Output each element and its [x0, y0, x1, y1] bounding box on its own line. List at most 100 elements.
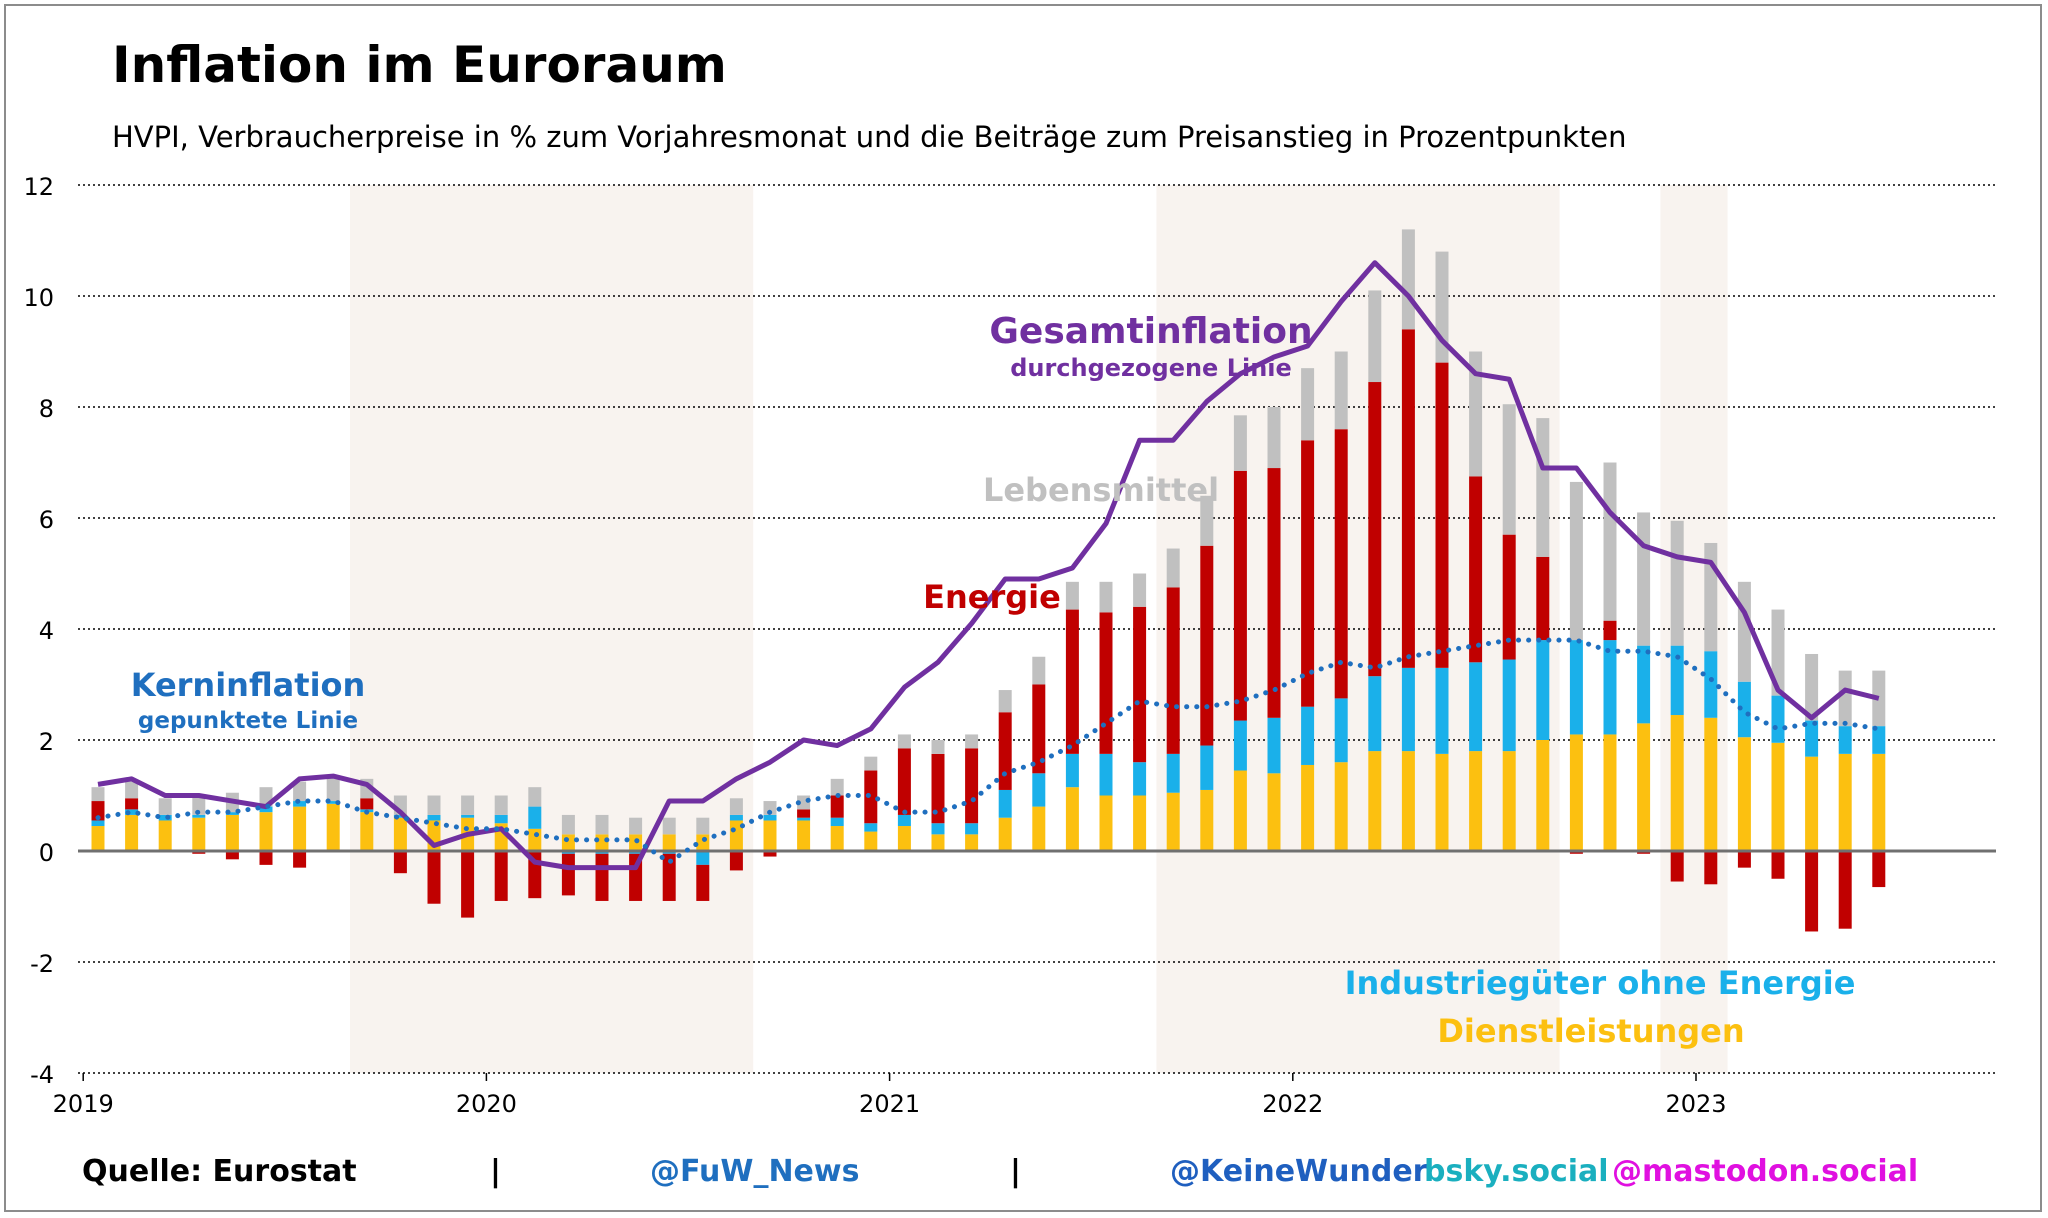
bar-dienstleistungen-6 — [293, 806, 307, 851]
footer-source: Quelle: Eurostat — [82, 1154, 357, 1189]
bar-energie-14 — [561, 853, 575, 896]
bar-energie-4 — [225, 851, 239, 860]
bar-energie-37 — [1334, 429, 1348, 699]
bar-energie-31 — [1133, 606, 1147, 763]
bar-dienstleistungen-49 — [1737, 737, 1751, 851]
bar-dienstleistungen-0 — [91, 826, 105, 851]
bar-energie-33 — [1200, 545, 1214, 746]
bar-lebensmittel-14 — [561, 814, 575, 835]
bar-industriegüter-ohne-energie-18 — [696, 851, 710, 865]
bar-industriegüter-ohne-energie-9 — [393, 814, 407, 818]
bar-industriegüter-ohne-energie-40 — [1435, 667, 1449, 754]
bar-industriegüter-ohne-energie-39 — [1401, 667, 1415, 752]
bar-lebensmittel-16 — [629, 817, 643, 835]
bar-dienstleistungen-29 — [1065, 787, 1079, 851]
footer-separator-1: | — [490, 1154, 501, 1189]
bar-lebensmittel-0 — [91, 787, 105, 802]
bar-dienstleistungen-7 — [326, 803, 340, 851]
bar-energie-35 — [1267, 468, 1281, 718]
x-year-label: 2021 — [859, 1090, 920, 1118]
bar-lebensmittel-42 — [1502, 404, 1516, 535]
bar-industriegüter-ohne-energie-45 — [1603, 640, 1617, 735]
y-axis-ticks: -4 -2 0 2 4 6 8 10 12 — [23, 173, 54, 1089]
bar-dienstleistungen-2 — [158, 820, 172, 851]
bar-lebensmittel-29 — [1065, 581, 1079, 610]
bar-dienstleistungen-38 — [1368, 751, 1382, 851]
y-tick-label: 2 — [39, 728, 54, 756]
bar-dienstleistungen-35 — [1267, 773, 1281, 851]
bar-lebensmittel-43 — [1536, 418, 1550, 557]
bar-industriegüter-ohne-energie-0 — [91, 820, 105, 827]
footer-keinewunder-handle[interactable]: @KeineWunder — [1170, 1154, 1428, 1189]
bar-lebensmittel-30 — [1099, 581, 1113, 613]
bar-dienstleistungen-34 — [1233, 770, 1247, 851]
footer-separator-2: | — [1010, 1154, 1021, 1189]
x-year-label: 2023 — [1665, 1090, 1726, 1118]
chart-title: Inflation im Euroraum — [112, 36, 727, 94]
food-label: Lebensmittel — [983, 471, 1219, 509]
bar-dienstleistungen-51 — [1805, 756, 1819, 851]
bar-energie-20 — [763, 851, 777, 857]
bar-lebensmittel-24 — [897, 734, 911, 749]
x-axis-ticks: 2019 2020 2021 2022 2023 — [53, 1073, 1727, 1118]
bar-lebensmittel-25 — [931, 740, 945, 754]
bar-lebensmittel-27 — [998, 690, 1012, 713]
bar-dienstleistungen-3 — [192, 817, 206, 851]
bar-industriegüter-ohne-energie-30 — [1099, 753, 1113, 796]
bar-energie-49 — [1737, 851, 1751, 868]
bar-energie-53 — [1872, 851, 1886, 888]
bar-dienstleistungen-20 — [763, 820, 777, 851]
bar-industriegüter-ohne-energie-46 — [1637, 645, 1651, 724]
bar-energie-15 — [595, 853, 609, 901]
bar-energie-25 — [931, 753, 945, 824]
bar-energie-6 — [293, 851, 307, 868]
bar-industriegüter-ohne-energie-2 — [158, 814, 172, 821]
footer-mastodon[interactable]: @mastodon.social — [1612, 1154, 1919, 1189]
bar-industriegüter-ohne-energie-1 — [125, 809, 139, 815]
bar-energie-48 — [1704, 851, 1718, 885]
bar-dienstleistungen-46 — [1637, 723, 1651, 851]
footer-bsky[interactable]: bsky.social — [1424, 1154, 1609, 1189]
bar-dienstleistungen-17 — [662, 834, 676, 851]
bar-industriegüter-ohne-energie-5 — [259, 806, 273, 813]
y-tick-label: 8 — [39, 395, 54, 423]
bar-dienstleistungen-5 — [259, 812, 273, 851]
bar-industriegüter-ohne-energie-22 — [830, 817, 844, 827]
bar-industriegüter-ohne-energie-43 — [1536, 640, 1550, 740]
bar-dienstleistungen-15 — [595, 834, 609, 851]
bar-energie-38 — [1368, 382, 1382, 677]
bar-lebensmittel-17 — [662, 817, 676, 835]
bar-industriegüter-ohne-energie-19 — [729, 814, 743, 821]
bar-dienstleistungen-45 — [1603, 734, 1617, 851]
services-label: Dienstleistungen — [1437, 1012, 1744, 1050]
bar-lebensmittel-6 — [293, 781, 307, 802]
bar-industriegüter-ohne-energie-49 — [1737, 681, 1751, 738]
bar-energie-30 — [1099, 612, 1113, 754]
bar-dienstleistungen-1 — [125, 814, 139, 851]
bar-industriegüter-ohne-energie-3 — [192, 814, 206, 818]
core-inflation-line — [95, 637, 1882, 866]
y-tick-label: 12 — [23, 173, 54, 201]
bar-energie-9 — [393, 851, 407, 874]
bar-energie-32 — [1166, 587, 1180, 754]
bar-dienstleistungen-28 — [1032, 806, 1046, 851]
bar-dienstleistungen-21 — [797, 820, 811, 851]
bar-energie-34 — [1233, 470, 1247, 721]
bar-energie-24 — [897, 748, 911, 815]
bar-lebensmittel-51 — [1805, 653, 1819, 721]
footer-fuw-handle[interactable]: @FuW_News — [650, 1154, 860, 1189]
bar-dienstleistungen-40 — [1435, 753, 1449, 851]
headline-inflation-line — [97, 260, 1880, 871]
bar-energie-0 — [91, 801, 105, 821]
headline-label: Gesamtinflation — [989, 311, 1312, 352]
bar-industriegüter-ohne-energie-44 — [1569, 640, 1583, 735]
bar-lebensmittel-49 — [1737, 581, 1751, 682]
bar-dienstleistungen-48 — [1704, 717, 1718, 851]
bar-industriegüter-ohne-energie-50 — [1771, 695, 1785, 743]
bar-dienstleistungen-8 — [360, 812, 374, 851]
bar-lebensmittel-13 — [528, 787, 542, 807]
bar-industriegüter-ohne-energie-28 — [1032, 773, 1046, 807]
bar-lebensmittel-46 — [1637, 512, 1651, 646]
x-year-label: 2022 — [1262, 1090, 1323, 1118]
